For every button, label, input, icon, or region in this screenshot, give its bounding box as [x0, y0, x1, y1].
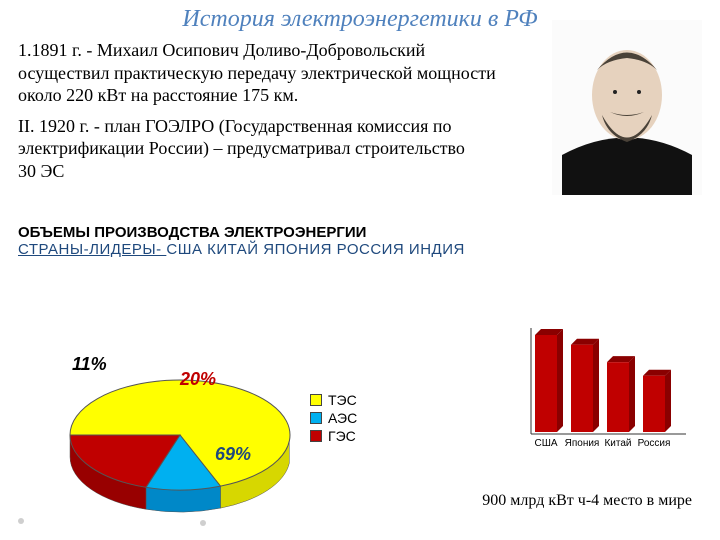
svg-text:Япония: Япония — [565, 438, 600, 449]
legend-item: АЭС — [310, 410, 357, 426]
legend-swatch — [310, 394, 322, 406]
svg-text:Китай: Китай — [604, 438, 631, 449]
svg-text:69%: 69% — [215, 444, 251, 464]
pie-chart: 69% 11% 20% — [30, 340, 330, 525]
svg-text:11%: 11% — [72, 354, 107, 374]
svg-text:США: США — [534, 438, 557, 449]
legend-swatch — [310, 412, 322, 424]
legend-label: ТЭС — [328, 392, 357, 408]
portrait-image — [552, 20, 702, 195]
bar-chart: США Япония Китай Россия — [517, 320, 692, 450]
legend-item: ТЭС — [310, 392, 357, 408]
countries-list: США КИТАЙ ЯПОНИЯ РОССИЯ ИНДИЯ — [166, 241, 464, 258]
section-heading: ОБЪЕМЫ ПРОИЗВОДСТВА ЭЛЕКТРОЭНЕРГИИ — [0, 224, 720, 241]
svg-text:Россия: Россия — [638, 438, 671, 449]
footnote-text: 900 млрд кВт ч-4 место в мире — [482, 492, 692, 510]
pie-legend: ТЭС АЭС ГЭС — [310, 390, 357, 446]
legend-swatch — [310, 430, 322, 442]
svg-text:20%: 20% — [179, 369, 216, 389]
countries-lead: СТРАНЫ-ЛИДЕРЫ- — [18, 241, 166, 258]
countries-line: СТРАНЫ-ЛИДЕРЫ- США КИТАЙ ЯПОНИЯ РОССИЯ И… — [0, 241, 720, 258]
legend-label: АЭС — [328, 410, 357, 426]
legend-item: ГЭС — [310, 428, 357, 444]
decorative-dot — [18, 518, 24, 524]
legend-label: ГЭС — [328, 428, 356, 444]
decorative-dot — [200, 520, 206, 526]
